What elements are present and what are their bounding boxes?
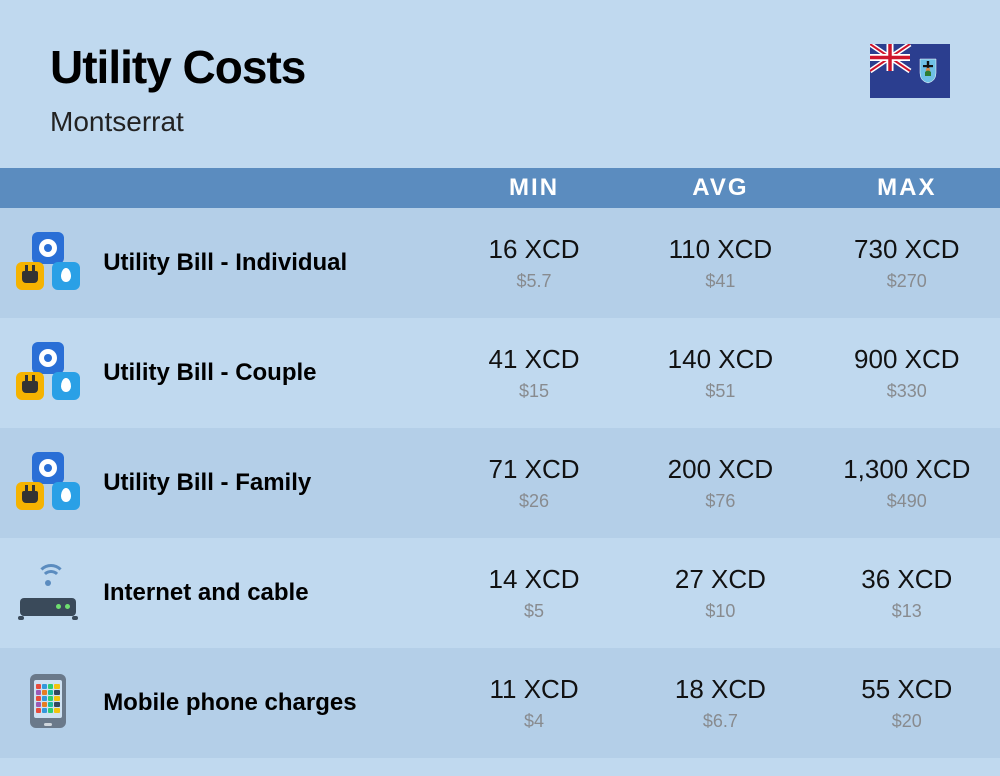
min-secondary: $5.7 — [441, 271, 627, 292]
max-secondary: $270 — [814, 271, 1000, 292]
max-primary: 1,300 XCD — [814, 454, 1000, 485]
min-secondary: $4 — [441, 711, 627, 732]
row-icon-cell — [0, 208, 95, 318]
row-avg-cell: 200 XCD $76 — [627, 428, 813, 538]
max-primary: 730 XCD — [814, 234, 1000, 265]
montserrat-flag-icon — [870, 44, 950, 98]
max-secondary: $490 — [814, 491, 1000, 512]
max-secondary: $330 — [814, 381, 1000, 402]
row-max-cell: 1,300 XCD $490 — [814, 428, 1000, 538]
min-secondary: $26 — [441, 491, 627, 512]
table-header-row: MIN AVG MAX — [0, 168, 1000, 208]
router-icon — [16, 562, 80, 620]
row-min-cell: 11 XCD $4 — [441, 648, 627, 758]
row-min-cell: 71 XCD $26 — [441, 428, 627, 538]
min-primary: 16 XCD — [441, 234, 627, 265]
max-primary: 900 XCD — [814, 344, 1000, 375]
row-label: Utility Bill - Couple — [95, 318, 441, 428]
page-subtitle: Montserrat — [50, 106, 305, 138]
avg-secondary: $10 — [627, 601, 813, 622]
min-primary: 11 XCD — [441, 674, 627, 705]
row-min-cell: 14 XCD $5 — [441, 538, 627, 648]
row-avg-cell: 18 XCD $6.7 — [627, 648, 813, 758]
table-row: Internet and cable14 XCD $527 XCD $1036 XC… — [0, 538, 1000, 648]
header-min: MIN — [441, 168, 627, 208]
title-block: Utility Costs Montserrat — [50, 40, 305, 138]
avg-secondary: $41 — [627, 271, 813, 292]
row-label: Utility Bill - Individual — [95, 208, 441, 318]
min-primary: 14 XCD — [441, 564, 627, 595]
utility-cluster-icon — [16, 232, 80, 290]
row-avg-cell: 140 XCD $51 — [627, 318, 813, 428]
row-min-cell: 16 XCD $5.7 — [441, 208, 627, 318]
header-icon-col — [0, 168, 95, 208]
row-max-cell: 730 XCD $270 — [814, 208, 1000, 318]
max-secondary: $13 — [814, 601, 1000, 622]
table-row: Utility Bill - Couple41 XCD $15140 XCD $51… — [0, 318, 1000, 428]
utility-cluster-icon — [16, 342, 80, 400]
row-label: Mobile phone charges — [95, 648, 441, 758]
header-label-col — [95, 168, 441, 208]
min-secondary: $15 — [441, 381, 627, 402]
row-max-cell: 55 XCD $20 — [814, 648, 1000, 758]
row-min-cell: 41 XCD $15 — [441, 318, 627, 428]
costs-table: MIN AVG MAX Utility Bill - Individual16 … — [0, 168, 1000, 758]
avg-primary: 110 XCD — [627, 234, 813, 265]
row-icon-cell — [0, 538, 95, 648]
table-row: Utility Bill - Family71 XCD $26200 XCD $76… — [0, 428, 1000, 538]
row-max-cell: 900 XCD $330 — [814, 318, 1000, 428]
min-primary: 71 XCD — [441, 454, 627, 485]
table-row: Utility Bill - Individual16 XCD $5.7110 X… — [0, 208, 1000, 318]
max-secondary: $20 — [814, 711, 1000, 732]
header: Utility Costs Montserrat — [0, 0, 1000, 168]
utility-cluster-icon — [16, 452, 80, 510]
avg-primary: 200 XCD — [627, 454, 813, 485]
min-secondary: $5 — [441, 601, 627, 622]
min-primary: 41 XCD — [441, 344, 627, 375]
header-max: MAX — [814, 168, 1000, 208]
max-primary: 55 XCD — [814, 674, 1000, 705]
row-avg-cell: 27 XCD $10 — [627, 538, 813, 648]
avg-secondary: $51 — [627, 381, 813, 402]
row-label: Internet and cable — [95, 538, 441, 648]
page-title: Utility Costs — [50, 40, 305, 94]
row-label: Utility Bill - Family — [95, 428, 441, 538]
row-max-cell: 36 XCD $13 — [814, 538, 1000, 648]
table-row: Mobile phone charges11 XCD $418 XCD $6.755… — [0, 648, 1000, 758]
avg-primary: 18 XCD — [627, 674, 813, 705]
row-avg-cell: 110 XCD $41 — [627, 208, 813, 318]
avg-primary: 27 XCD — [627, 564, 813, 595]
row-icon-cell — [0, 648, 95, 758]
phone-icon — [16, 672, 80, 730]
max-primary: 36 XCD — [814, 564, 1000, 595]
row-icon-cell — [0, 428, 95, 538]
avg-secondary: $76 — [627, 491, 813, 512]
row-icon-cell — [0, 318, 95, 428]
avg-secondary: $6.7 — [627, 711, 813, 732]
avg-primary: 140 XCD — [627, 344, 813, 375]
header-avg: AVG — [627, 168, 813, 208]
